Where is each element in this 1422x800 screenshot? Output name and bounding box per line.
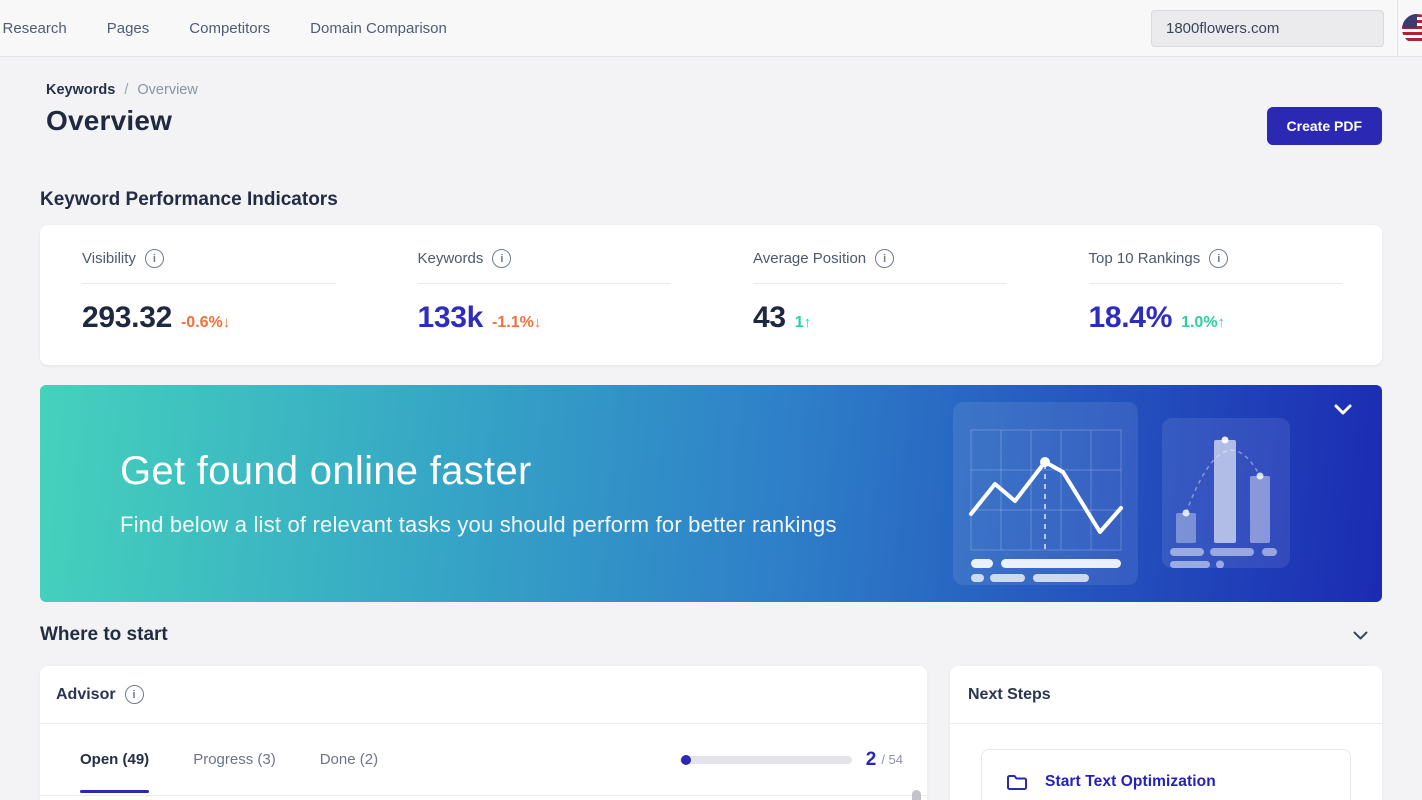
- kpi-delta: 1: [794, 314, 804, 331]
- kpi-delta: -0.6%: [180, 314, 223, 331]
- kpi-top10-rankings: Top 10 Rankings i 18.4% 1.0%↑: [1047, 249, 1383, 335]
- kpi-keywords: Keywords i 133k -1.1%↓: [376, 249, 712, 335]
- nav-keyword-research[interactable]: Keyword Research: [0, 19, 67, 37]
- create-pdf-button[interactable]: Create PDF: [1266, 107, 1382, 145]
- kpi-value: 43: [753, 301, 786, 334]
- breadcrumb-overview: Overview: [137, 82, 198, 98]
- next-steps-title: Next Steps: [968, 685, 1051, 703]
- kpi-delta: 1.0%: [1181, 314, 1218, 331]
- trend-up-icon: ↑: [803, 314, 812, 331]
- domain-input[interactable]: [1151, 10, 1384, 47]
- kpi-delta: -1.1%: [492, 314, 534, 331]
- kpi-label: Visibility: [82, 250, 136, 267]
- trend-down-icon: ↓: [533, 314, 542, 331]
- folder-icon: [1006, 774, 1028, 791]
- advisor-tabs: Open (49) Progress (3) Done (2) 2 / 54: [40, 724, 927, 796]
- tab-open[interactable]: Open (49): [80, 724, 150, 796]
- kpi-section-heading: Keyword Performance Indicators: [40, 189, 338, 210]
- advisor-title: Advisor: [56, 685, 116, 703]
- advisor-card: Advisor i Open (49) Progress (3) Done (2…: [40, 666, 927, 800]
- kpi-value: 18.4%: [1088, 301, 1173, 334]
- kpi-label: Top 10 Rankings: [1088, 250, 1201, 267]
- bar-chart-illustration: [1162, 418, 1290, 568]
- us-flag-icon: [1402, 13, 1422, 44]
- nav-competitors[interactable]: Competitors: [189, 19, 271, 37]
- get-found-banner: Get found online faster Find below a lis…: [40, 385, 1382, 602]
- next-steps-card: Next Steps Start Text Optimization: [950, 666, 1382, 800]
- kpi-value: 293.32: [82, 301, 172, 334]
- top-navigation-bar: Keyword Research Pages Competitors Domai…: [0, 0, 1422, 57]
- breadcrumb-separator: /: [124, 82, 129, 98]
- kpi-visibility: Visibility i 293.32 -0.6%↓: [40, 249, 376, 335]
- page-title: Overview: [46, 105, 173, 136]
- info-icon[interactable]: i: [875, 249, 895, 268]
- breadcrumb-keywords[interactable]: Keywords: [46, 82, 116, 98]
- progress-bar: [679, 754, 852, 765]
- trend-up-icon: ↑: [1217, 314, 1226, 331]
- tab-progress[interactable]: Progress (3): [193, 751, 276, 768]
- banner-collapse-chevron-down-icon[interactable]: [1334, 404, 1352, 415]
- banner-subtitle: Find below a list of relevant tasks you …: [120, 512, 837, 537]
- trend-down-icon: ↓: [222, 314, 231, 331]
- topbar-right: [1151, 0, 1422, 57]
- info-icon[interactable]: i: [124, 685, 144, 704]
- breadcrumb: Keywords / Overview: [46, 82, 1382, 98]
- tab-done[interactable]: Done (2): [319, 751, 379, 768]
- main-nav: Keyword Research Pages Competitors Domai…: [0, 20, 487, 37]
- line-chart-illustration: [953, 402, 1138, 585]
- info-icon[interactable]: i: [1209, 249, 1229, 268]
- kpi-value: 133k: [417, 301, 484, 334]
- banner-title: Get found online faster: [120, 449, 532, 493]
- advisor-task-list: [40, 790, 927, 800]
- nav-pages[interactable]: Pages: [106, 19, 150, 37]
- where-to-start-heading: Where to start: [40, 624, 168, 645]
- kpi-card: Visibility i 293.32 -0.6%↓ Keywords i 13…: [40, 225, 1382, 365]
- nav-domain-comparison[interactable]: Domain Comparison: [310, 19, 447, 37]
- progress-total-count: / 54: [881, 752, 903, 767]
- info-icon[interactable]: i: [492, 249, 512, 268]
- progress-done-count: 2: [865, 748, 877, 770]
- kpi-average-position: Average Position i 43 1↑: [711, 249, 1047, 335]
- advisor-scrollbar[interactable]: [912, 790, 921, 800]
- advisor-progress: 2 / 54: [679, 748, 903, 771]
- kpi-label: Keywords: [417, 250, 484, 267]
- info-icon[interactable]: i: [144, 249, 164, 268]
- country-selector[interactable]: [1397, 0, 1422, 57]
- progress-fill: [680, 754, 691, 765]
- kpi-label: Average Position: [753, 250, 867, 267]
- where-to-start-chevron-down-icon[interactable]: [1353, 631, 1368, 640]
- next-step-label: Start Text Optimization: [1045, 773, 1216, 790]
- next-step-item[interactable]: Start Text Optimization: [981, 749, 1351, 800]
